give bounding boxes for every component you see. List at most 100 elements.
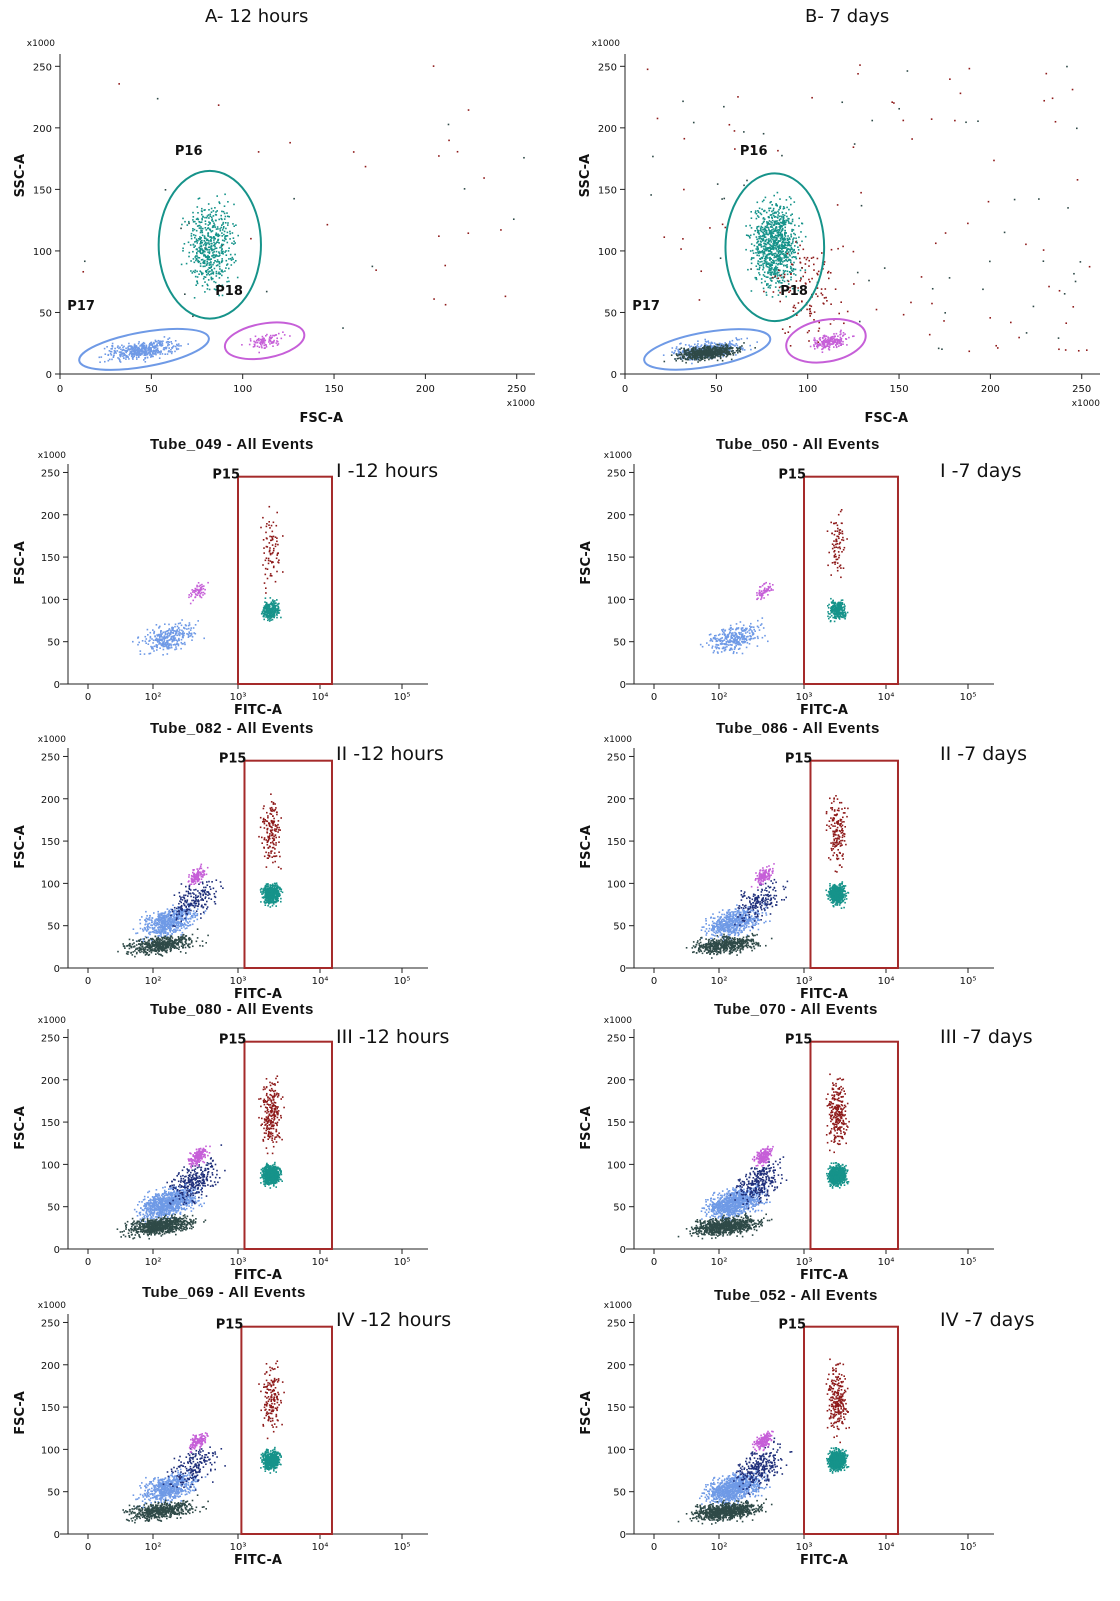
gate-label-p15: P15 xyxy=(219,752,247,767)
x-tick-label: 0 xyxy=(85,1542,91,1553)
axes: 00 50 50 100 100 150 150 200 200 250 250 x1000 x1000… xyxy=(578,39,1100,426)
gate-label-p18: P18 xyxy=(215,284,243,299)
condition-label: III -12 hours xyxy=(336,1026,449,1048)
y-tick-label: 150 xyxy=(41,553,60,564)
y-tick-label: 50 xyxy=(613,1203,626,1214)
y-tick-label: 50 xyxy=(47,1203,60,1214)
x-tick-label: 10⁴ xyxy=(878,1542,895,1553)
x-tick-label: 250 xyxy=(507,384,526,395)
gate-label-p15: P15 xyxy=(785,752,813,767)
y-tick-label: 150 xyxy=(598,185,617,196)
x-tick-label: 10² xyxy=(711,1257,728,1268)
y-axis-label: FSC-A xyxy=(13,825,28,869)
y-tick-label: 100 xyxy=(607,595,626,606)
condition-label: I -7 days xyxy=(940,460,1021,482)
gate-p16 xyxy=(724,172,826,323)
x-tick-label: 50 xyxy=(145,384,158,395)
y-tick-label: 50 xyxy=(47,1488,60,1499)
gate-label-p18: P18 xyxy=(780,284,808,299)
x-tick-label: 10⁵ xyxy=(960,1257,977,1268)
axes: 0 10² 10³ 10⁴ 10⁵ 0 50 100 150 200 250 x1000 FITC-A F… xyxy=(579,1301,994,1568)
gates: P16 P17 P18 xyxy=(632,144,867,371)
condition-label: II -7 days xyxy=(940,743,1027,765)
tube-title: Tube_049 - All Events xyxy=(150,436,314,453)
y-tick-label: 0 xyxy=(611,370,617,381)
y-tick-label: 200 xyxy=(607,1361,626,1372)
x-tick-label: 10⁴ xyxy=(312,976,329,987)
data-points xyxy=(699,509,849,655)
x-tick-label: 10⁴ xyxy=(312,692,329,703)
gate-label-p17: P17 xyxy=(632,299,660,314)
gate-label-p15: P15 xyxy=(212,468,240,483)
axes: 0 10² 10³ 10⁴ 10⁵ 0 50 100 150 200 250 x1000 FITC-A F… xyxy=(13,1016,428,1283)
y-tick-label: 250 xyxy=(607,468,626,479)
y-multiplier: x1000 xyxy=(38,451,67,461)
y-tick-label: 100 xyxy=(33,247,52,258)
x-tick-label: 0 xyxy=(622,384,628,395)
scatter-plot-fitc-fsc: 0 10² 10³ 10⁴ 10⁵ 0 50 100 150 200 250 x1000 FITC-A F… xyxy=(13,1301,428,1568)
y-tick-label: 200 xyxy=(41,511,60,522)
data-points xyxy=(685,795,850,959)
x-tick-label: 10⁵ xyxy=(394,1542,411,1553)
y-tick-label: 150 xyxy=(41,1403,60,1414)
gate-p16 xyxy=(157,169,262,320)
x-tick-label: 50 xyxy=(710,384,723,395)
y-tick-label: 50 xyxy=(613,1488,626,1499)
axes: 0 10² 10³ 10⁴ 10⁵ 0 50 100 150 200 250 x1000 FITC-A F… xyxy=(13,451,428,716)
axes: 0 10² 10³ 10⁴ 10⁵ 0 50 100 150 200 250 x1000 FITC-A F… xyxy=(13,1301,428,1568)
x-tick-label: 0 xyxy=(57,384,63,395)
y-tick-label: 0 xyxy=(620,1245,626,1256)
x-tick-label: 100 xyxy=(233,384,252,395)
x-tick-label: 0 xyxy=(651,692,657,703)
y-multiplier: x1000 xyxy=(604,1301,633,1311)
x-tick-label: 0 xyxy=(85,692,91,703)
x-tick-label: 10³ xyxy=(796,1542,813,1553)
y-tick-label: 150 xyxy=(607,553,626,564)
y-multiplier: x1000 xyxy=(38,1016,67,1026)
data-points xyxy=(82,65,525,363)
x-axis-label: FITC-A xyxy=(234,703,282,716)
tube-title: Tube_082 - All Events xyxy=(150,720,314,737)
y-tick-label: 50 xyxy=(47,638,60,649)
y-tick-label: 200 xyxy=(607,795,626,806)
x-tick-label: 10³ xyxy=(796,1257,813,1268)
x-tick-label: 100 xyxy=(798,384,817,395)
x-tick-label: 200 xyxy=(416,384,435,395)
axes: 0 10² 10³ 10⁴ 10⁵ 0 50 100 150 200 250 x1000 FITC-A F… xyxy=(579,451,994,716)
x-tick-label: 0 xyxy=(651,976,657,987)
y-tick-label: 50 xyxy=(604,308,617,319)
y-tick-label: 250 xyxy=(607,1033,626,1044)
y-tick-label: 250 xyxy=(41,752,60,763)
y-tick-label: 250 xyxy=(598,62,617,73)
x-multiplier: x1000 xyxy=(1072,399,1101,409)
scatter-plot-fsc-ssc-12h: 00 50 50 100 100 150 150 200 200 250 250 x1000 x1000… xyxy=(13,39,535,426)
data-points xyxy=(132,505,284,656)
gate-label-p15: P15 xyxy=(778,1318,806,1333)
y-multiplier: x1000 xyxy=(38,1301,67,1311)
y-tick-label: 200 xyxy=(41,1361,60,1372)
y-tick-label: 0 xyxy=(620,964,626,975)
x-tick-label: 10⁴ xyxy=(878,692,895,703)
y-tick-label: 100 xyxy=(41,595,60,606)
gate-p15: P15 xyxy=(212,468,333,686)
x-tick-label: 10⁵ xyxy=(960,692,977,703)
tube-title: Tube_069 - All Events xyxy=(142,1284,306,1301)
gate-p15-rect xyxy=(240,1325,333,1535)
y-multiplier: x1000 xyxy=(604,735,633,745)
tube-title: Tube_080 - All Events xyxy=(150,1001,314,1018)
y-tick-label: 250 xyxy=(41,1033,60,1044)
x-tick-label: 200 xyxy=(981,384,1000,395)
y-tick-label: 150 xyxy=(41,1118,60,1129)
gate-label-p16: P16 xyxy=(740,144,768,159)
gate-p15-rect xyxy=(809,759,899,970)
data-points xyxy=(646,64,1091,365)
x-tick-label: 0 xyxy=(85,1257,91,1268)
x-tick-label: 0 xyxy=(85,976,91,987)
y-tick-label: 100 xyxy=(41,1445,60,1456)
header-left: A- 12 hours xyxy=(205,6,308,27)
y-tick-label: 250 xyxy=(607,752,626,763)
tube-title: Tube_086 - All Events xyxy=(716,720,880,737)
x-tick-label: 150 xyxy=(324,384,343,395)
data-points xyxy=(117,793,284,958)
scatter-plot-fsc-ssc-7d: 00 50 50 100 100 150 150 200 200 250 250 x1000 x1000… xyxy=(578,39,1100,426)
